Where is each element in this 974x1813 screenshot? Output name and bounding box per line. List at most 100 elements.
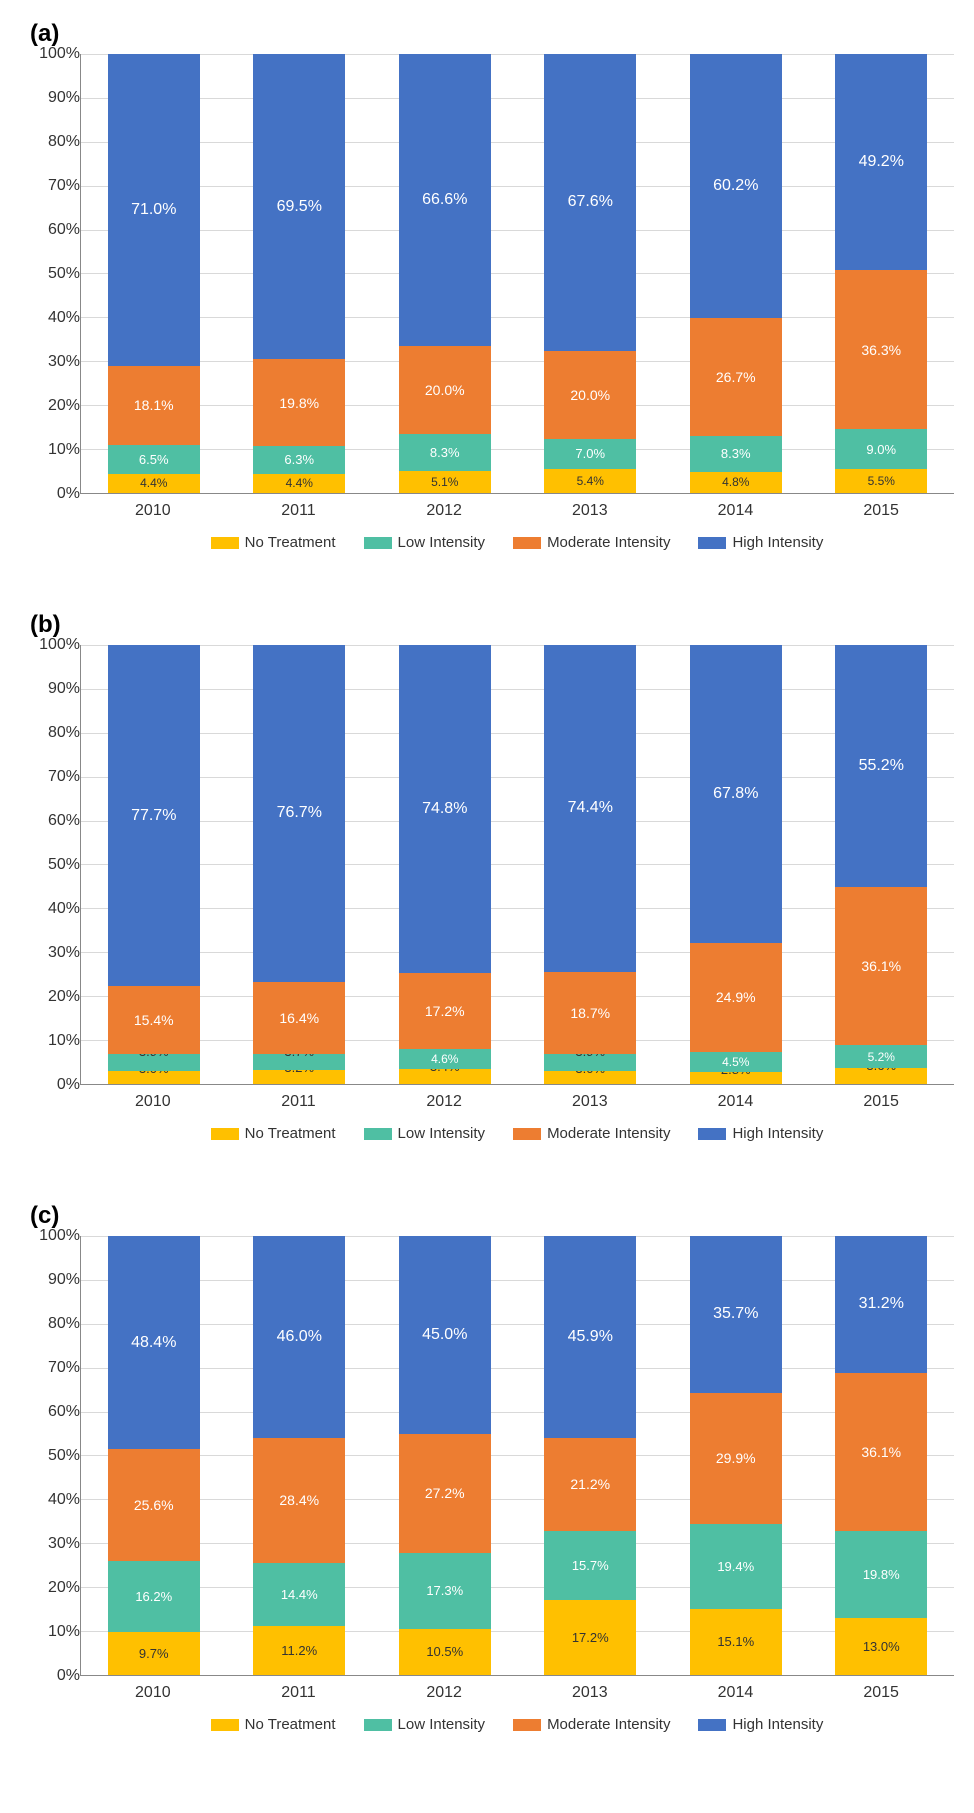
- segment-low: 19.4%: [690, 1524, 782, 1609]
- segment-value-label: 9.0%: [866, 442, 896, 457]
- segment-value-label: 20.0%: [570, 387, 610, 403]
- segment-low: 6.3%: [253, 446, 345, 474]
- segment-value-label: 4.4%: [286, 476, 313, 490]
- panel-label: (c): [30, 1202, 954, 1230]
- bar: 3.6%5.2%36.1%55.2%: [835, 645, 927, 1084]
- x-tick-label: 2015: [835, 502, 927, 520]
- bar: 10.5%17.3% 27.2% 45.0%: [399, 1236, 491, 1675]
- x-tick-label: 2010: [107, 1684, 199, 1702]
- segment-low: 8.3%: [399, 434, 491, 470]
- segment-value-label: 71.0%: [131, 201, 176, 219]
- segment-high: 67.6%: [544, 54, 636, 351]
- bar: 13.0%19.8%36.1%31.2%: [835, 1236, 927, 1675]
- segment-value-label: 36.1%: [861, 958, 901, 974]
- segment-value-label: 17.2%: [425, 1003, 465, 1019]
- segment-value-label: 67.6%: [568, 193, 613, 211]
- segment-no-treatment: 17.2%: [544, 1600, 636, 1676]
- segment-no-treatment: 3.2%: [253, 1070, 345, 1084]
- bars-container: 4.4%6.5%18.1%71.0%4.4%6.3%19.8%69.5%5.1%…: [81, 54, 954, 493]
- segment-value-label: 5.5%: [868, 474, 895, 488]
- bar: 4.4%6.3%19.8%69.5%: [253, 54, 345, 493]
- segment-value-label: 27.2%: [425, 1485, 465, 1501]
- segment-value-label: 77.7%: [131, 807, 176, 825]
- legend-label: Moderate Intensity: [547, 1125, 670, 1142]
- bar: 4.4%6.5%18.1%71.0%: [108, 54, 200, 493]
- segment-value-label: 14.4%: [281, 1587, 318, 1602]
- segment-high: 69.5%: [253, 54, 345, 359]
- legend-item-no-treatment: No Treatment: [211, 534, 336, 551]
- x-tick-label: 2011: [252, 502, 344, 520]
- bar: 3.2%3.7%16.4%76.7%: [253, 645, 345, 1084]
- legend-label: Low Intensity: [398, 1716, 486, 1733]
- legend-item-high: High Intensity: [698, 534, 823, 551]
- segment-no-treatment: 5.1%: [399, 471, 491, 493]
- segment-high: 76.7%: [253, 645, 345, 982]
- segment-high: 74.4%: [544, 645, 636, 972]
- segment-value-label: 20.0%: [425, 382, 465, 398]
- segment-low: 3.9%: [108, 1054, 200, 1071]
- y-axis: 100%90%80%70%60%50%40%30%20%10%0%: [20, 1236, 80, 1676]
- segment-high: 45.9%: [544, 1236, 636, 1438]
- segment-no-treatment: 15.1%: [690, 1609, 782, 1675]
- legend-label: Moderate Intensity: [547, 534, 670, 551]
- x-axis: 201020112012201320142015: [80, 494, 954, 520]
- plot-area: 3.0%3.9%15.4%77.7%3.2%3.7%16.4%76.7%3.4%…: [80, 645, 954, 1085]
- segment-low: 19.8%: [835, 1531, 927, 1618]
- segment-value-label: 45.0%: [422, 1326, 467, 1344]
- segment-value-label: 16.2%: [135, 1589, 172, 1604]
- segment-low: 6.5%: [108, 445, 200, 474]
- segment-value-label: 19.4%: [717, 1559, 754, 1574]
- segment-high: 66.6%: [399, 54, 491, 346]
- x-axis: 201020112012201320142015: [80, 1085, 954, 1111]
- legend-label: No Treatment: [245, 534, 336, 551]
- segment-high: 77.7%: [108, 645, 200, 986]
- segment-high: 74.8%: [399, 645, 491, 973]
- segment-low: 16.2%: [108, 1561, 200, 1632]
- segment-value-label: 36.3%: [861, 342, 901, 358]
- segment-value-label: 19.8%: [863, 1567, 900, 1582]
- x-tick-label: 2012: [398, 1684, 490, 1702]
- x-tick-label: 2010: [107, 502, 199, 520]
- segment-no-treatment: 5.5%: [835, 469, 927, 493]
- legend: No TreatmentLow IntensityModerate Intens…: [80, 534, 954, 551]
- segment-value-label: 60.2%: [713, 177, 758, 195]
- segment-value-label: 66.6%: [422, 191, 467, 209]
- bar: 3.0%3.9%18.7%74.4%: [544, 645, 636, 1084]
- legend-swatch: [698, 1128, 726, 1140]
- legend-item-no-treatment: No Treatment: [211, 1716, 336, 1733]
- segment-moderate: 15.4%: [108, 986, 200, 1054]
- segment-low: 17.3%: [399, 1553, 491, 1629]
- segment-moderate: 20.0%: [544, 351, 636, 439]
- legend: No Treatment Low Intensity Moderate Intens…: [80, 1716, 954, 1733]
- x-tick-label: 2011: [252, 1093, 344, 1111]
- segment-value-label: 6.3%: [284, 452, 314, 467]
- legend-label: Moderate Intensity: [547, 1716, 670, 1733]
- segment-value-label: 48.4%: [131, 1334, 176, 1352]
- x-axis: 201020112012201320142015: [80, 1676, 954, 1702]
- segment-value-label: 7.0%: [575, 446, 605, 461]
- segment-no-treatment: 4.4%: [253, 474, 345, 493]
- segment-no-treatment: 4.4%: [108, 474, 200, 493]
- x-tick-label: 2014: [689, 1684, 781, 1702]
- segment-value-label: 74.4%: [568, 799, 613, 817]
- segment-high: 60.2%: [690, 54, 782, 318]
- segment-high: 67.8%: [690, 645, 782, 943]
- segment-low: 4.5%: [690, 1052, 782, 1072]
- legend-label: High Intensity: [732, 1716, 823, 1733]
- segment-high: 31.2%: [835, 1236, 927, 1373]
- segment-value-label: 5.1%: [431, 475, 458, 489]
- chart-panel-a: (a)100%90%80%70%60%50%40%30%20%10%0%4.4%…: [20, 20, 954, 551]
- segment-value-label: 24.9%: [716, 989, 756, 1005]
- bar: 15.1%19.4%29.9%35.7%: [690, 1236, 782, 1675]
- panel-label: (b): [30, 611, 954, 639]
- segment-moderate: 36.1%: [835, 1373, 927, 1531]
- segment-high: 71.0%: [108, 54, 200, 366]
- x-tick-label: 2015: [835, 1093, 927, 1111]
- segment-moderate: 36.1%: [835, 887, 927, 1045]
- segment-low: 4.6%: [399, 1049, 491, 1069]
- segment-no-treatment: 10.5%: [399, 1629, 491, 1675]
- segment-moderate: 25.6%: [108, 1449, 200, 1561]
- bar: 11.2%14.4%28.4%46.0%: [253, 1236, 345, 1675]
- segment-high: 48.4%: [108, 1236, 200, 1448]
- legend-item-low: Low Intensity: [364, 1716, 486, 1733]
